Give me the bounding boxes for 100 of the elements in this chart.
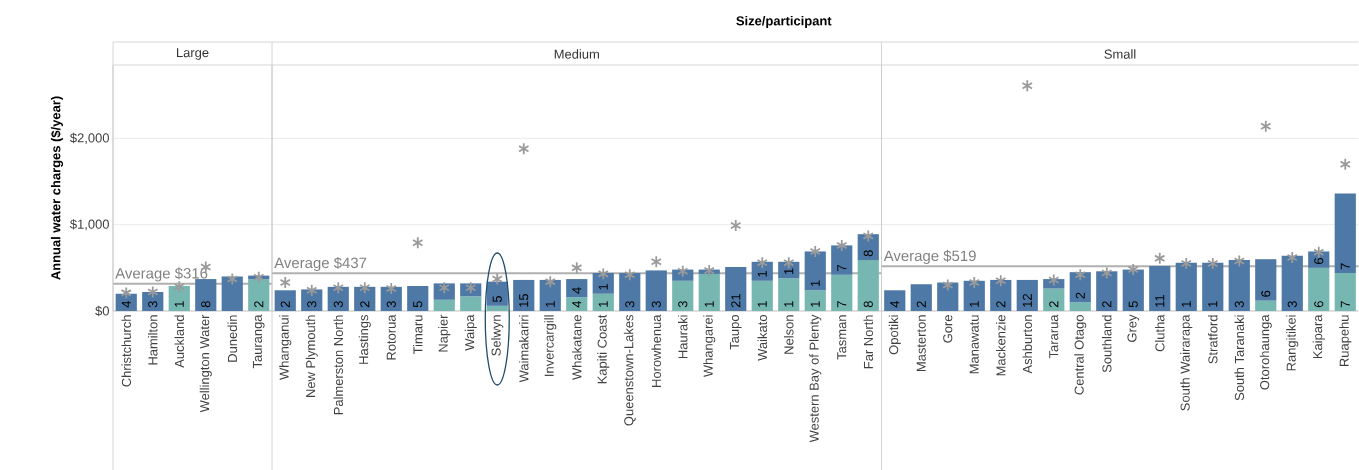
bar — [274, 290, 296, 311]
annotation: 3 — [651, 301, 661, 308]
annotation: 1 — [810, 301, 820, 307]
annotation: 8 — [863, 301, 873, 308]
point — [1313, 245, 1325, 259]
x-tick-label: Central Otago — [1074, 315, 1087, 395]
point — [1154, 251, 1166, 265]
x-tick-label: South Wairarapa — [1180, 314, 1193, 411]
bar — [407, 285, 429, 311]
bar — [831, 274, 853, 311]
x-tick-label: Ruapehu — [1339, 315, 1352, 367]
annotation: 2 — [996, 301, 1006, 308]
annotation: 3 — [386, 301, 396, 308]
bar — [248, 279, 270, 311]
y-tick-label: $1,000 — [70, 219, 109, 231]
x-tick-label: Far North — [863, 315, 874, 369]
bar — [990, 279, 1012, 311]
x-tick-label: Manawatu — [969, 315, 979, 374]
bar — [1334, 273, 1356, 311]
point — [1207, 257, 1219, 270]
y-tick-label: $0 — [95, 305, 109, 317]
bar — [592, 273, 614, 294]
x-tick-label: Kapiti Coast — [597, 314, 610, 384]
annotation: 2 — [360, 301, 370, 308]
point — [756, 256, 768, 270]
bar — [1069, 302, 1091, 311]
annotation: 7 — [1340, 301, 1350, 308]
point — [597, 267, 609, 281]
x-tick-label: Hauraki — [678, 315, 688, 359]
bar — [486, 305, 508, 311]
ref-line-label: Average $519 — [883, 249, 976, 264]
annotation: 1 — [784, 268, 794, 275]
point — [703, 264, 715, 277]
point — [359, 281, 371, 295]
annotation: 1 — [598, 283, 608, 290]
bar — [195, 279, 217, 311]
point — [862, 229, 874, 243]
x-tick-label: Napier — [438, 314, 451, 352]
x-tick-label: Waimakariri — [518, 315, 529, 383]
ref-line-label: Average $316 — [115, 267, 208, 282]
point — [1048, 273, 1060, 287]
bar — [831, 245, 853, 275]
annotation: 12 — [1022, 294, 1032, 307]
bar — [1334, 193, 1356, 274]
point — [491, 272, 503, 286]
point — [968, 276, 980, 289]
annotation: 5 — [1128, 301, 1138, 308]
point — [465, 281, 477, 295]
point — [730, 219, 742, 232]
x-tick-label: Hamilton — [147, 315, 158, 365]
y-axis-title: Annual water charges ($/year) — [50, 96, 64, 280]
annotation: 1 — [545, 301, 555, 307]
bar — [884, 290, 906, 311]
x-tick-label: Waipa — [464, 314, 477, 351]
point — [173, 280, 185, 294]
annotation: 3 — [333, 301, 343, 308]
point — [1074, 268, 1086, 282]
point — [1339, 157, 1351, 171]
bar — [1043, 288, 1065, 311]
x-tick-label: Southland — [1102, 315, 1112, 373]
annotation: 6 — [1314, 301, 1324, 308]
x-tick-label: Whanganui — [279, 315, 292, 380]
bar — [672, 280, 694, 311]
bar — [221, 276, 243, 311]
annotation: 1 — [704, 301, 714, 307]
bar — [1175, 262, 1197, 311]
bar — [1122, 269, 1144, 311]
x-tick-label: Horowhenua — [651, 314, 662, 387]
point — [120, 286, 132, 300]
annotation: 7 — [837, 265, 847, 271]
bar — [566, 297, 588, 311]
x-tick-label: Otorohaunga — [1259, 314, 1272, 390]
x-tick-label: Whangarei — [703, 315, 716, 378]
annotation: 3 — [307, 301, 317, 308]
bar — [433, 299, 455, 311]
x-tick-label: Rotorua — [386, 314, 396, 360]
annotation: 11 — [1155, 294, 1165, 307]
annotation: 1 — [757, 301, 767, 307]
bar — [1096, 271, 1118, 311]
annotation: 4 — [572, 300, 582, 308]
point — [253, 270, 265, 284]
y-tick-label: $2,000 — [70, 132, 109, 144]
bar — [486, 281, 508, 306]
bar — [645, 270, 667, 311]
annotation: 1 — [757, 271, 767, 277]
annotation: 2 — [280, 301, 290, 308]
annotation: 6 — [1314, 258, 1324, 264]
chart-title: Large — [177, 48, 209, 60]
x-tick-label: Western Bay of Plenty — [809, 314, 822, 443]
annotation: 15 — [519, 293, 529, 307]
annotation: 5 — [413, 301, 423, 308]
x-tick-label: Whakatane — [571, 315, 582, 380]
bar — [1255, 300, 1277, 311]
x-tick-label: Christchurch — [121, 315, 132, 387]
point — [677, 264, 689, 278]
point — [624, 268, 636, 282]
x-tick-label: Queenstown-Lakes — [623, 315, 636, 426]
point — [385, 282, 397, 295]
bar — [725, 266, 747, 311]
x-tick-label: Auckland — [174, 315, 185, 368]
